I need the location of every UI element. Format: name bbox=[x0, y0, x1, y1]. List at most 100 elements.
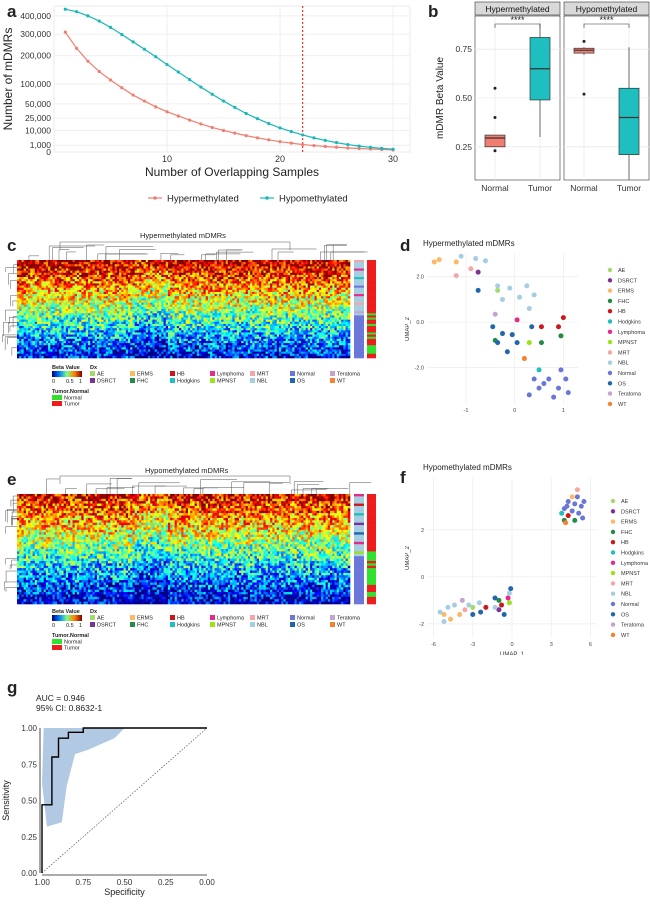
y-axis-title-b: mDMR Beta Value bbox=[435, 57, 446, 140]
heatmap-cell bbox=[19, 319, 22, 323]
heatmap-cell bbox=[41, 294, 44, 297]
heatmap-cell bbox=[196, 315, 200, 318]
heatmap-cell bbox=[32, 279, 36, 282]
heatmap-cell bbox=[210, 277, 213, 280]
heatmap-cell bbox=[41, 317, 44, 320]
heatmap-cell bbox=[48, 283, 51, 286]
heatmap-cell bbox=[114, 277, 118, 280]
heatmap-cell bbox=[92, 268, 95, 271]
heatmap-cell bbox=[39, 300, 42, 303]
heatmap-cell bbox=[134, 326, 138, 329]
heatmap-cell bbox=[247, 262, 251, 265]
heatmap-cell bbox=[294, 296, 298, 299]
heatmap-cell bbox=[85, 296, 89, 299]
heatmap-cell bbox=[48, 317, 51, 320]
heatmap-cell bbox=[245, 304, 249, 308]
heatmap-cell bbox=[207, 264, 211, 267]
heatmap-cell bbox=[232, 313, 235, 316]
heatmap-cell bbox=[125, 309, 129, 312]
heatmap-cell bbox=[325, 285, 329, 288]
heatmap-cell bbox=[278, 268, 282, 271]
heatmap-cell bbox=[187, 285, 191, 288]
heatmap-cell bbox=[334, 268, 337, 271]
heatmap-cell bbox=[48, 302, 51, 306]
facet-strip bbox=[563, 1, 650, 16]
heatmap-cell bbox=[250, 311, 253, 314]
heatmap-cell bbox=[199, 294, 202, 297]
heatmap-cell bbox=[150, 279, 153, 282]
heatmap-cell bbox=[310, 317, 313, 320]
heatmap-cell bbox=[172, 298, 175, 301]
heatmap-cell bbox=[70, 311, 73, 314]
heatmap-cell bbox=[314, 315, 317, 318]
heatmap-cell bbox=[141, 315, 144, 318]
heatmap-cell bbox=[121, 272, 124, 276]
heatmap-cell bbox=[272, 317, 275, 320]
heatmap-cell bbox=[270, 260, 273, 263]
heatmap-cell bbox=[185, 306, 189, 310]
data-point bbox=[278, 140, 282, 144]
heatmap-cell bbox=[272, 277, 275, 280]
heatmap-cell bbox=[274, 302, 278, 306]
heatmap-cell bbox=[254, 323, 258, 327]
heatmap-cell bbox=[170, 272, 173, 276]
heatmap-cell bbox=[318, 313, 322, 316]
heatmap-cell bbox=[156, 287, 160, 291]
heatmap-cell bbox=[105, 266, 109, 269]
heatmap-cell bbox=[79, 326, 82, 329]
heatmap-cell bbox=[199, 283, 202, 286]
heatmap-cell bbox=[285, 323, 289, 327]
heatmap-cell bbox=[196, 289, 200, 293]
heatmap-cell bbox=[50, 296, 53, 299]
heatmap-cell bbox=[194, 287, 198, 291]
heatmap-cell bbox=[172, 317, 175, 320]
heatmap-cell bbox=[250, 272, 253, 276]
heatmap-cell bbox=[332, 309, 335, 312]
heatmap-cell bbox=[30, 313, 33, 316]
heatmap-cell bbox=[59, 281, 62, 284]
heatmap-cell bbox=[83, 311, 87, 314]
heatmap-cell bbox=[212, 323, 215, 327]
heatmap-cell bbox=[125, 277, 129, 280]
heatmap-cell bbox=[199, 287, 202, 291]
heatmap-cell bbox=[28, 298, 31, 301]
heatmap-cell bbox=[194, 279, 198, 282]
heatmap-cell bbox=[167, 296, 171, 299]
heatmap-cell bbox=[347, 274, 351, 278]
heatmap-cell bbox=[134, 266, 138, 269]
heatmap-cell bbox=[79, 281, 82, 284]
heatmap-cell bbox=[278, 294, 282, 297]
heatmap-cell bbox=[334, 277, 337, 280]
heatmap-cell bbox=[152, 300, 155, 303]
heatmap-cell bbox=[314, 274, 317, 278]
heatmap-cell bbox=[159, 294, 162, 297]
heatmap-cell bbox=[99, 319, 102, 323]
heatmap-cell bbox=[298, 321, 302, 325]
heatmap-cell bbox=[103, 277, 107, 280]
heatmap-cell bbox=[270, 262, 273, 265]
heatmap-cell bbox=[283, 283, 286, 286]
heatmap-cell bbox=[17, 262, 20, 265]
heatmap-cell bbox=[223, 309, 226, 312]
heatmap-cell bbox=[167, 309, 171, 312]
heatmap-cell bbox=[156, 272, 160, 276]
heatmap-cell bbox=[143, 272, 147, 276]
heatmap-cell bbox=[205, 260, 209, 263]
heatmap-cell bbox=[243, 298, 246, 301]
heatmap-cell bbox=[112, 306, 115, 310]
heatmap-cell bbox=[99, 315, 102, 318]
heatmap-cell bbox=[207, 306, 211, 310]
heatmap-cell bbox=[234, 287, 238, 291]
heatmap-cell bbox=[83, 262, 87, 265]
heatmap-cell bbox=[36, 298, 40, 301]
heatmap-cell bbox=[241, 298, 244, 301]
heatmap-cell bbox=[281, 268, 284, 271]
heatmap-cell bbox=[245, 313, 249, 316]
heatmap-cell bbox=[159, 287, 162, 291]
heatmap-cell bbox=[303, 315, 306, 318]
heatmap-cell bbox=[88, 287, 91, 291]
heatmap-cell bbox=[154, 323, 158, 327]
heatmap-cell bbox=[298, 323, 302, 327]
heatmap-cell bbox=[179, 313, 182, 316]
heatmap-cell bbox=[94, 296, 98, 299]
